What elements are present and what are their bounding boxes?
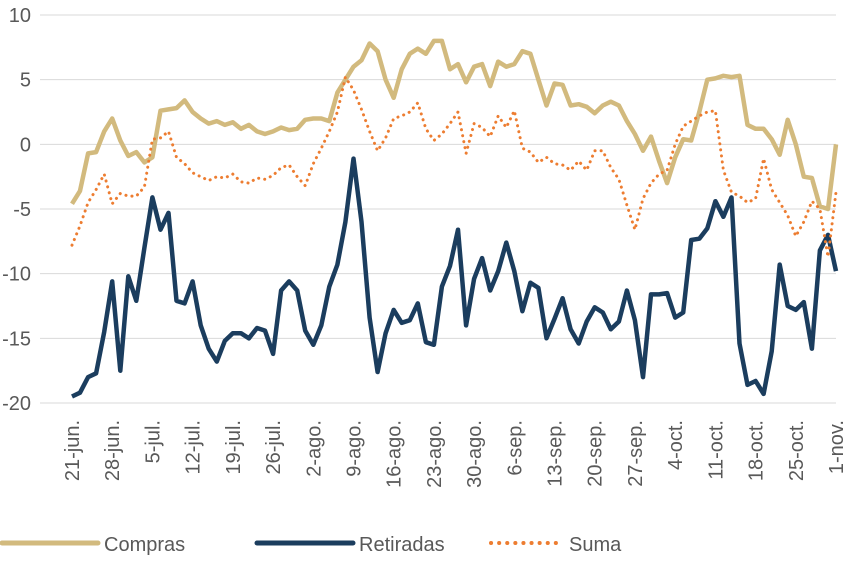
y-tick-label: -20	[2, 393, 31, 415]
x-tick-label: 18-oct.	[746, 420, 768, 481]
y-tick-label: 10	[9, 5, 31, 27]
x-tick-label: 25-oct.	[786, 420, 808, 481]
x-tick-label: 9-ago.	[343, 420, 365, 477]
y-tick-label: 0	[20, 134, 31, 156]
x-tick-label: 19-jul.	[223, 420, 245, 474]
y-tick-label: 5	[20, 70, 31, 92]
y-tick-label: -15	[2, 328, 31, 350]
series-line	[70, 38, 839, 212]
y-tick-label: -5	[13, 199, 31, 221]
x-tick-label: 26-jul.	[263, 420, 285, 474]
x-tick-label: 2-ago.	[303, 420, 325, 477]
x-tick-label: 1-nov.	[826, 420, 846, 474]
x-tick-label: 11-oct.	[705, 420, 727, 480]
legend-label: Retiradas	[359, 534, 445, 556]
x-tick-label: 30-ago.	[464, 420, 486, 488]
x-tick-label: 12-jul.	[183, 420, 205, 474]
legend-label: Compras	[104, 534, 185, 556]
x-tick-label: 13-sep.	[545, 420, 567, 487]
x-tick-label: 28-jun.	[102, 420, 124, 481]
x-tick-label: 5-jul.	[142, 420, 164, 463]
x-tick-label: 27-sep.	[625, 420, 647, 487]
x-tick-label: 6-sep.	[504, 420, 526, 476]
legend-label: Suma	[569, 534, 622, 556]
x-tick-label: 23-ago.	[424, 420, 446, 488]
x-tick-label: 21-jun.	[62, 420, 84, 481]
x-tick-label: 20-sep.	[585, 420, 607, 487]
series-line	[71, 156, 839, 399]
x-tick-label: 4-oct.	[665, 420, 687, 470]
x-tick-label: 16-ago.	[384, 420, 406, 488]
y-tick-label: -10	[2, 264, 31, 286]
series-line	[70, 75, 838, 259]
